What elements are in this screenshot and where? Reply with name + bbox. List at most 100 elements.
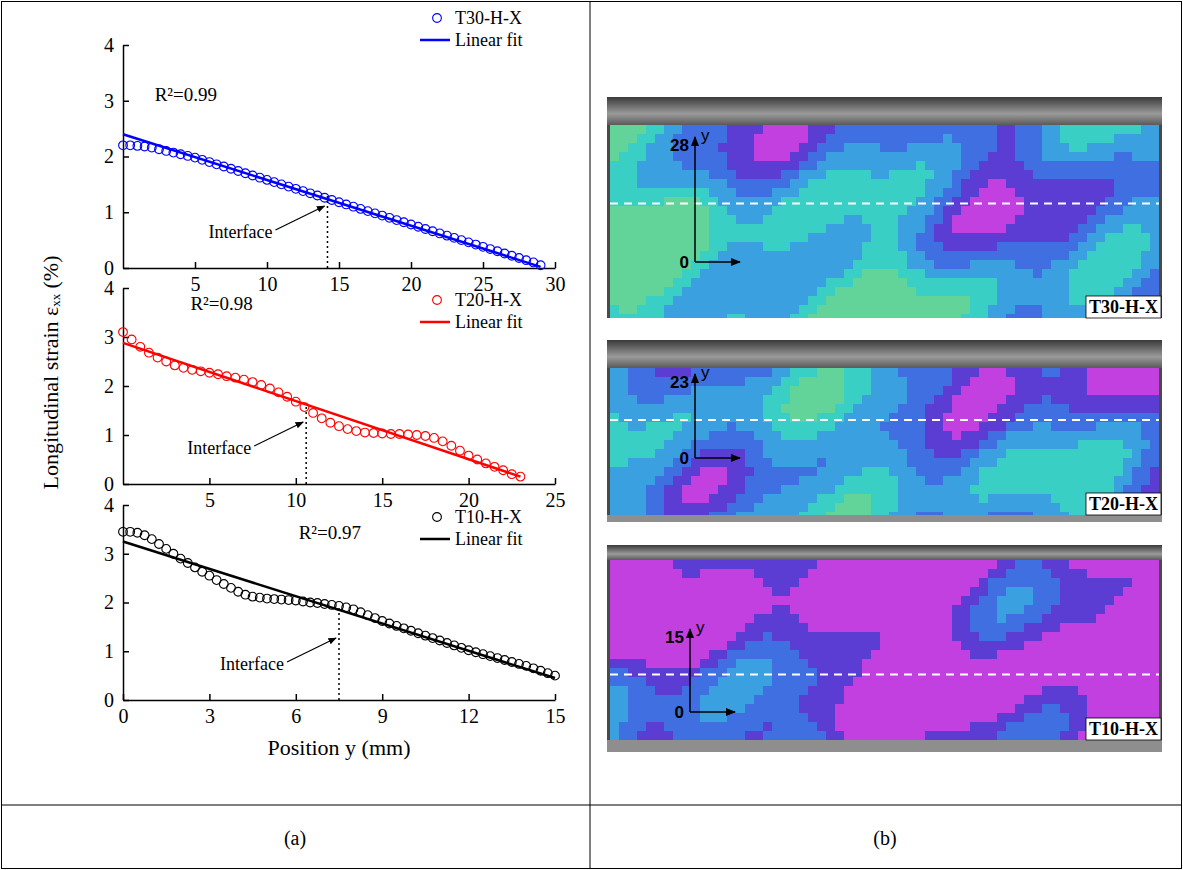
strain-cell xyxy=(718,125,727,134)
strain-cell xyxy=(925,179,934,188)
strain-cell xyxy=(961,377,970,386)
strain-cell xyxy=(646,233,655,242)
strain-cell xyxy=(1123,170,1132,179)
strain-cell xyxy=(610,143,619,152)
strain-cell xyxy=(889,377,898,386)
strain-cell xyxy=(1105,197,1114,206)
strain-cell xyxy=(1015,377,1024,386)
strain-cell xyxy=(916,143,925,152)
tick: 20 xyxy=(402,262,422,295)
strain-cell xyxy=(934,233,943,242)
tick: 5 xyxy=(205,478,215,511)
strain-cell xyxy=(1114,197,1123,206)
strain-cell xyxy=(1069,143,1078,152)
strain-cell xyxy=(808,215,817,224)
strain-cell xyxy=(628,377,637,386)
strain-cell xyxy=(628,305,637,314)
strain-cell xyxy=(1024,206,1033,215)
strain-cell xyxy=(1114,224,1123,233)
strain-cell xyxy=(781,188,790,197)
strain-cell xyxy=(1033,251,1042,260)
data-point xyxy=(421,432,430,441)
strain-cell xyxy=(1042,395,1051,404)
strain-cell xyxy=(646,179,655,188)
strain-cell xyxy=(745,278,754,287)
strain-cell xyxy=(844,368,853,377)
strain-cell xyxy=(1015,125,1024,134)
strain-cell xyxy=(835,134,844,143)
strain-cell xyxy=(826,152,835,161)
strain-cell xyxy=(943,134,952,143)
strain-cell xyxy=(889,179,898,188)
strain-cell xyxy=(1123,206,1132,215)
strain-cell xyxy=(619,152,628,161)
strain-cell xyxy=(1123,215,1132,224)
strain-cell xyxy=(979,134,988,143)
strain-cell xyxy=(628,296,637,305)
strain-cell xyxy=(1105,233,1114,242)
strain-cell xyxy=(817,278,826,287)
strain-cell xyxy=(1141,170,1150,179)
annotation-arrow xyxy=(287,638,336,662)
strain-field xyxy=(610,125,1159,318)
strain-cell xyxy=(754,179,763,188)
strain-cell xyxy=(655,395,664,404)
strain-cell xyxy=(1105,386,1114,395)
strain-cell xyxy=(961,152,970,161)
strain-cell xyxy=(1060,251,1069,260)
strain-cell xyxy=(835,170,844,179)
strain-cell xyxy=(1150,233,1159,242)
strain-cell xyxy=(745,242,754,251)
annotation: Interface xyxy=(187,438,251,458)
strain-cell xyxy=(646,197,655,206)
strain-cell xyxy=(673,161,682,170)
strain-cell xyxy=(1033,386,1042,395)
strain-cell xyxy=(952,386,961,395)
strain-cell xyxy=(925,188,934,197)
strain-cell xyxy=(835,269,844,278)
strain-cell xyxy=(655,233,664,242)
strain-cell xyxy=(1060,278,1069,287)
strain-cell xyxy=(817,242,826,251)
strain-cell xyxy=(1042,188,1051,197)
strain-cell xyxy=(943,251,952,260)
strain-cell xyxy=(718,233,727,242)
strain-cell xyxy=(934,179,943,188)
strain-cell xyxy=(1096,206,1105,215)
strain-cell xyxy=(745,206,754,215)
strain-cell xyxy=(871,287,880,296)
strain-cell xyxy=(997,377,1006,386)
strain-cell xyxy=(808,242,817,251)
strain-cell xyxy=(943,197,952,206)
strain-cell xyxy=(835,233,844,242)
strain-cell xyxy=(682,233,691,242)
strain-cell xyxy=(646,278,655,287)
strain-cell xyxy=(682,395,691,404)
strain-cell xyxy=(1078,242,1087,251)
strain-cell xyxy=(979,305,988,314)
strain-cell xyxy=(718,287,727,296)
strain-cell xyxy=(1015,206,1024,215)
strain-cell xyxy=(790,170,799,179)
strain-cell xyxy=(628,188,637,197)
strain-cell xyxy=(835,287,844,296)
strain-cell xyxy=(952,197,961,206)
strain-cell xyxy=(610,215,619,224)
strain-cell xyxy=(790,197,799,206)
strain-cell xyxy=(1141,152,1150,161)
strain-cell xyxy=(772,143,781,152)
strain-cell xyxy=(1141,134,1150,143)
strain-cell xyxy=(772,179,781,188)
strain-cell xyxy=(1150,368,1159,377)
strain-cell xyxy=(799,125,808,134)
strain-cell xyxy=(1114,368,1123,377)
strain-cell xyxy=(898,179,907,188)
strain-cell xyxy=(1123,197,1132,206)
strain-cell xyxy=(817,143,826,152)
strain-cell xyxy=(871,404,880,413)
strain-cell xyxy=(709,170,718,179)
strain-cell xyxy=(736,287,745,296)
strain-cell xyxy=(988,368,997,377)
strain-cell xyxy=(925,224,934,233)
strain-cell xyxy=(934,152,943,161)
